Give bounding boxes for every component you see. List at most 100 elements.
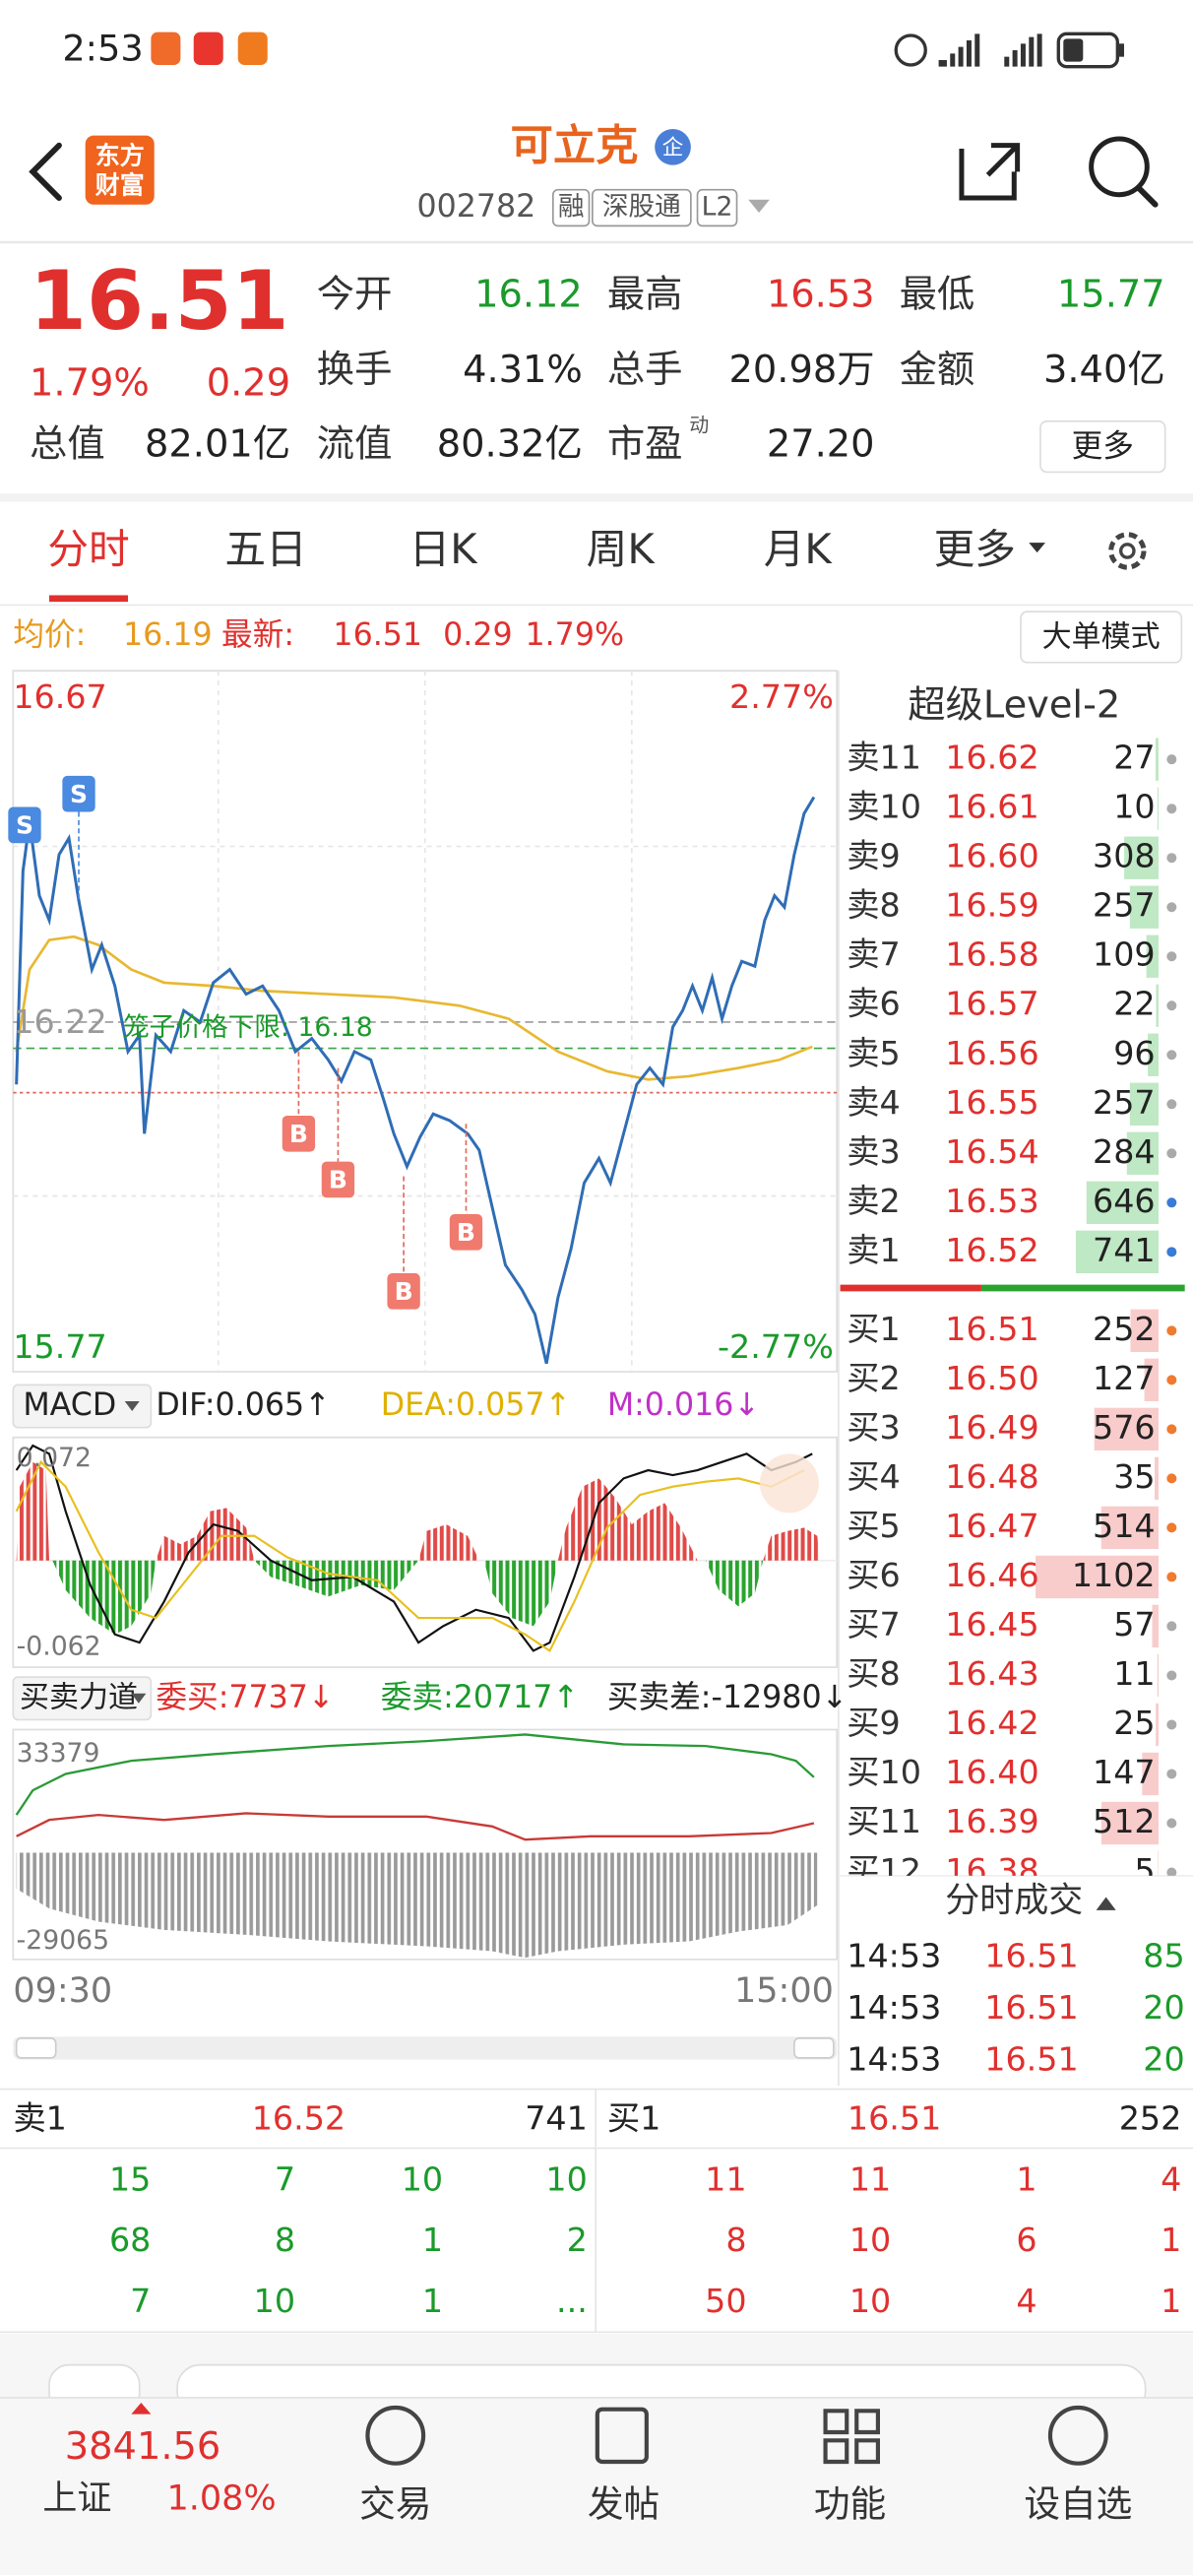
nav-item[interactable]: 交易: [359, 2483, 431, 2526]
level-dot: [1166, 1670, 1177, 1681]
volume-bar: [1148, 1033, 1159, 1076]
level-dot: [1166, 1247, 1177, 1257]
app-icon: [237, 32, 268, 65]
mode-button[interactable]: [1020, 611, 1183, 664]
bid-line: [15, 1733, 815, 1816]
field-label: 换手: [317, 348, 393, 392]
volume-bar: [1100, 1506, 1159, 1550]
badge-text: 企: [662, 136, 684, 161]
level-price: 16.55: [945, 1083, 1038, 1122]
settings-button[interactable]: [1108, 532, 1147, 570]
depth-price: 16.52: [252, 2099, 345, 2138]
depth-volume: 741: [525, 2099, 588, 2138]
last-label: 最新:: [221, 617, 294, 653]
marker-text: B: [395, 1277, 413, 1306]
level-volume: 5: [1134, 1851, 1155, 1890]
indicator-select[interactable]: [12, 1384, 153, 1429]
time-end: 15:00: [734, 1971, 834, 2011]
marker-text: B: [289, 1120, 308, 1148]
axis-min-pct: -2.77%: [718, 1327, 834, 1366]
field-value: 80.32亿: [437, 421, 583, 466]
logo-text: 财富: [95, 170, 145, 199]
level-volume: 22: [1113, 985, 1155, 1023]
prev-close: 16.22: [13, 1002, 106, 1041]
tab[interactable]: 五日: [224, 525, 306, 573]
trade-volume: 85: [1143, 1937, 1184, 1975]
dropdown-arrow[interactable]: [748, 199, 770, 214]
indicator-name[interactable]: 买卖力道: [20, 1680, 138, 1714]
level-volume: 109: [1093, 935, 1156, 974]
order-size: 1: [1016, 2159, 1036, 2198]
level-label: 买2: [847, 1359, 901, 1397]
scrollbar[interactable]: [13, 2036, 838, 2060]
trade-price: 16.51: [984, 2040, 1078, 2079]
axis-min: -29065: [17, 1925, 109, 1956]
trade-time: 14:53: [847, 2040, 941, 2079]
level-dot: [1166, 1375, 1177, 1385]
trade-marker: [321, 1161, 355, 1198]
nav-item[interactable]: 设自选: [1024, 2483, 1132, 2526]
order-size: 10: [849, 2282, 891, 2320]
watchlist-icon: [1047, 2405, 1108, 2466]
share-button[interactable]: [959, 143, 1021, 201]
scroll-handle[interactable]: [15, 2037, 57, 2059]
battery-icon: [1056, 32, 1119, 69]
level-volume: 127: [1093, 1359, 1156, 1397]
axis-max-pct: 2.77%: [729, 677, 834, 716]
indicator-select[interactable]: [12, 1676, 153, 1721]
more-button[interactable]: [1039, 419, 1166, 474]
order-size: 4: [1016, 2282, 1036, 2320]
level-label: 卖3: [847, 1132, 901, 1171]
order-size: 11: [849, 2159, 891, 2198]
level-price: 16.51: [945, 1310, 1038, 1348]
trades-title[interactable]: 分时成交: [945, 1882, 1083, 1921]
field-label: 最高: [607, 273, 683, 317]
trade-price: 16.51: [984, 1988, 1078, 2027]
tag: [551, 188, 591, 227]
dropdown-arrow: [1029, 543, 1045, 553]
order-size: ...: [556, 2282, 588, 2320]
more-button-text[interactable]: 更多: [1072, 428, 1134, 464]
volume-bar: [1156, 984, 1159, 1027]
level-label: 买1: [847, 1310, 901, 1348]
scroll-handle[interactable]: [793, 2037, 835, 2059]
volume-bar: [1142, 1752, 1159, 1796]
level-label: 买12: [847, 1851, 921, 1890]
level-dot: [1166, 902, 1177, 913]
level-price: 16.42: [945, 1704, 1038, 1742]
mode-button-text[interactable]: 大单模式: [1042, 619, 1161, 654]
signal-icon: [1004, 33, 1042, 67]
level-price: 16.49: [945, 1408, 1038, 1447]
search-button[interactable]: [1089, 136, 1150, 198]
level-label: 买9: [847, 1704, 901, 1742]
trade-marker: [62, 775, 95, 812]
indicator-name[interactable]: MACD: [23, 1387, 116, 1423]
ask-line: [16, 1812, 815, 1841]
field-value: 82.01亿: [145, 421, 290, 466]
level-price: 16.58: [945, 935, 1038, 974]
order-size: 8: [275, 2221, 295, 2259]
nav-item[interactable]: 发帖: [588, 2483, 659, 2526]
tab[interactable]: 分时: [47, 525, 129, 573]
nav-item[interactable]: 功能: [814, 2483, 886, 2526]
tab[interactable]: 更多: [934, 525, 1016, 573]
bid-force: 委买:7737↓: [156, 1680, 334, 1715]
level-price: 16.62: [945, 739, 1038, 777]
expand-button[interactable]: [759, 1453, 819, 1513]
level-price: 16.52: [945, 1231, 1038, 1269]
field-value: 3.40亿: [1043, 348, 1165, 392]
tab[interactable]: 周K: [587, 525, 657, 573]
back-button[interactable]: [29, 142, 62, 201]
order-size: 10: [402, 2159, 443, 2198]
level-label: 卖6: [847, 985, 901, 1023]
volume-bar: [1124, 836, 1159, 879]
stock-name: 可立克: [511, 122, 639, 171]
order-size: 10: [254, 2282, 295, 2320]
axis-max: 16.67: [13, 677, 106, 716]
axis-max: 0.072: [17, 1443, 92, 1473]
tab[interactable]: 月K: [764, 525, 834, 573]
tab[interactable]: 日K: [409, 525, 479, 573]
level-price: 16.60: [945, 837, 1038, 875]
field-label: 最低: [900, 273, 975, 317]
